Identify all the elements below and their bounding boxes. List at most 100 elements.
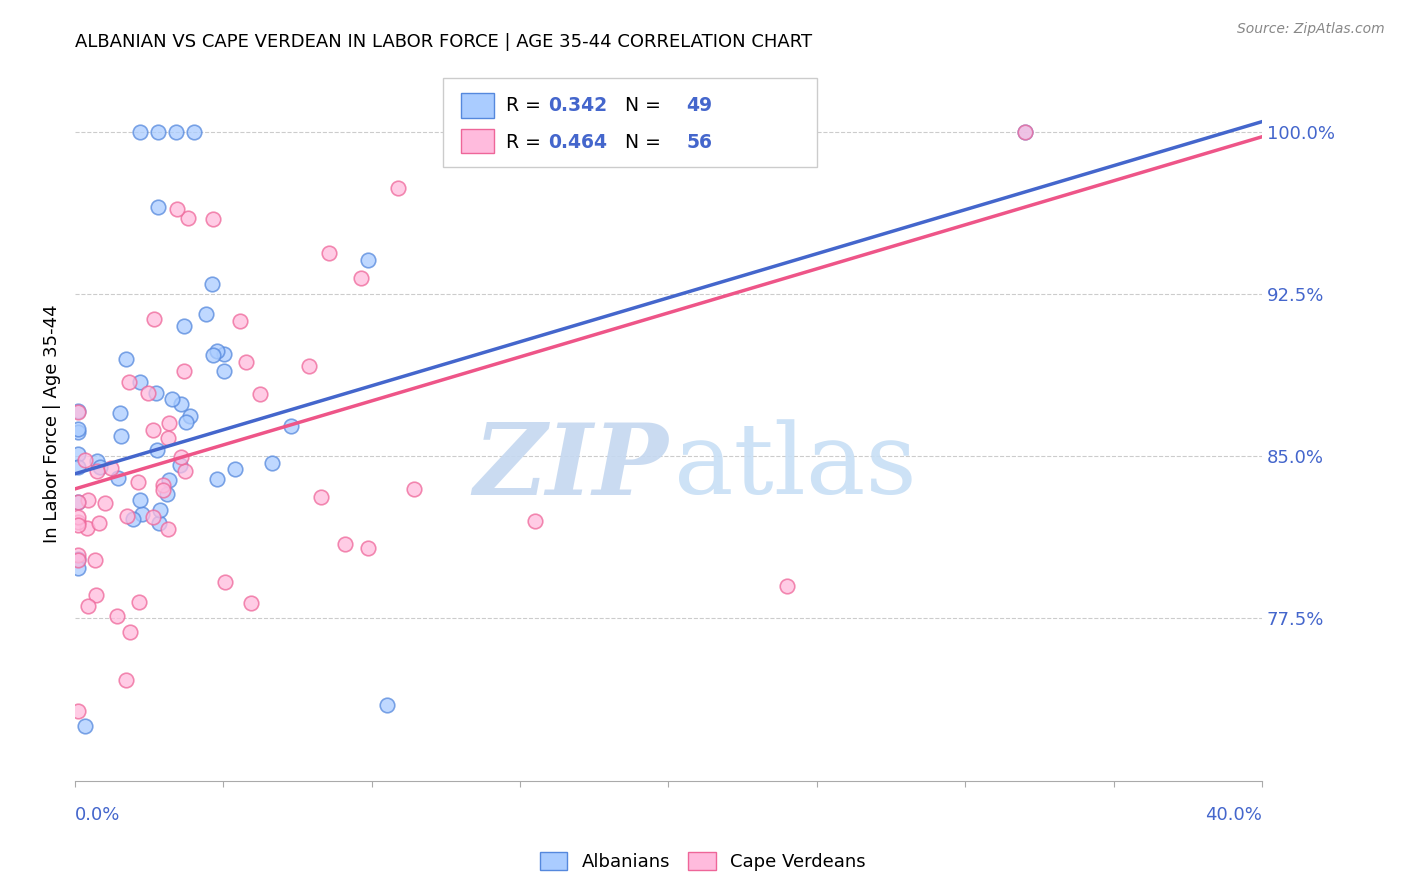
Point — [127, 475, 149, 489]
Point — [157, 473, 180, 487]
Point — [86, 454, 108, 468]
Point — [105, 609, 128, 624]
Point — [156, 431, 179, 445]
Point — [108, 406, 131, 420]
Point — [402, 482, 425, 496]
Point — [166, 202, 188, 216]
Point — [118, 624, 141, 639]
Point — [173, 318, 195, 333]
Text: Source: ZipAtlas.com: Source: ZipAtlas.com — [1237, 22, 1385, 37]
Point — [94, 495, 117, 509]
Point — [66, 561, 89, 575]
Text: ALBANIAN VS CAPE VERDEAN IN LABOR FORCE | AGE 35-44 CORRELATION CHART: ALBANIAN VS CAPE VERDEAN IN LABOR FORCE … — [75, 33, 813, 51]
Point — [86, 464, 108, 478]
FancyBboxPatch shape — [461, 94, 494, 118]
Legend: Albanians, Cape Verdeans: Albanians, Cape Verdeans — [533, 845, 873, 879]
Text: N =: N = — [607, 96, 666, 115]
Point — [118, 376, 141, 390]
Point — [201, 277, 224, 291]
Point — [165, 126, 187, 140]
Point — [76, 521, 98, 535]
Text: 0.464: 0.464 — [548, 133, 607, 152]
Point — [66, 517, 89, 532]
Point — [66, 515, 89, 529]
Point — [145, 385, 167, 400]
Text: 40.0%: 40.0% — [1205, 806, 1263, 824]
Point — [66, 495, 89, 509]
Point — [169, 450, 191, 464]
Point — [298, 359, 321, 373]
Point — [66, 446, 89, 460]
Point — [136, 386, 159, 401]
Point — [146, 201, 169, 215]
Point — [152, 483, 174, 497]
Point — [87, 516, 110, 530]
Point — [318, 246, 340, 260]
Point — [75, 719, 97, 733]
Point — [128, 595, 150, 609]
Point — [66, 422, 89, 436]
Point — [148, 516, 170, 530]
Point — [309, 491, 332, 505]
Point — [523, 514, 546, 528]
Point — [84, 552, 107, 566]
Point — [107, 471, 129, 485]
Point — [387, 181, 409, 195]
Point — [100, 461, 122, 475]
Text: R =: R = — [506, 96, 547, 115]
Point — [66, 425, 89, 439]
Point — [1014, 126, 1036, 140]
Point — [131, 507, 153, 521]
Point — [73, 453, 96, 467]
Point — [114, 673, 136, 687]
Text: ZIP: ZIP — [474, 418, 668, 515]
Point — [201, 348, 224, 362]
Point — [77, 493, 100, 508]
Point — [174, 464, 197, 478]
Point — [169, 458, 191, 473]
Point — [66, 405, 89, 419]
Point — [183, 126, 205, 140]
Point — [114, 352, 136, 367]
Point — [179, 409, 201, 423]
Point — [262, 456, 284, 470]
FancyBboxPatch shape — [461, 129, 494, 153]
Point — [235, 355, 257, 369]
Point — [240, 596, 263, 610]
Point — [333, 537, 356, 551]
Point — [174, 415, 197, 429]
Point — [776, 579, 799, 593]
Point — [66, 510, 89, 524]
Point — [146, 442, 169, 457]
Point — [66, 704, 89, 718]
Point — [356, 253, 378, 268]
Point — [170, 397, 193, 411]
Point — [205, 472, 228, 486]
Point — [280, 418, 302, 433]
Text: 56: 56 — [686, 133, 713, 152]
Point — [84, 588, 107, 602]
Point — [142, 424, 165, 438]
Point — [249, 387, 271, 401]
Point — [160, 392, 183, 406]
Point — [129, 492, 152, 507]
Point — [356, 541, 378, 556]
Point — [202, 212, 225, 227]
Point — [229, 314, 252, 328]
FancyBboxPatch shape — [443, 78, 817, 168]
Point — [205, 344, 228, 359]
Point — [224, 462, 246, 476]
Point — [173, 364, 195, 378]
Point — [212, 346, 235, 360]
Point — [142, 510, 165, 524]
Point — [156, 487, 179, 501]
Point — [66, 404, 89, 418]
Point — [152, 477, 174, 491]
Point — [129, 375, 152, 389]
Point — [129, 126, 152, 140]
Point — [146, 126, 169, 140]
Point — [177, 211, 200, 225]
Point — [66, 495, 89, 509]
Point — [89, 460, 111, 475]
Point — [214, 364, 236, 378]
